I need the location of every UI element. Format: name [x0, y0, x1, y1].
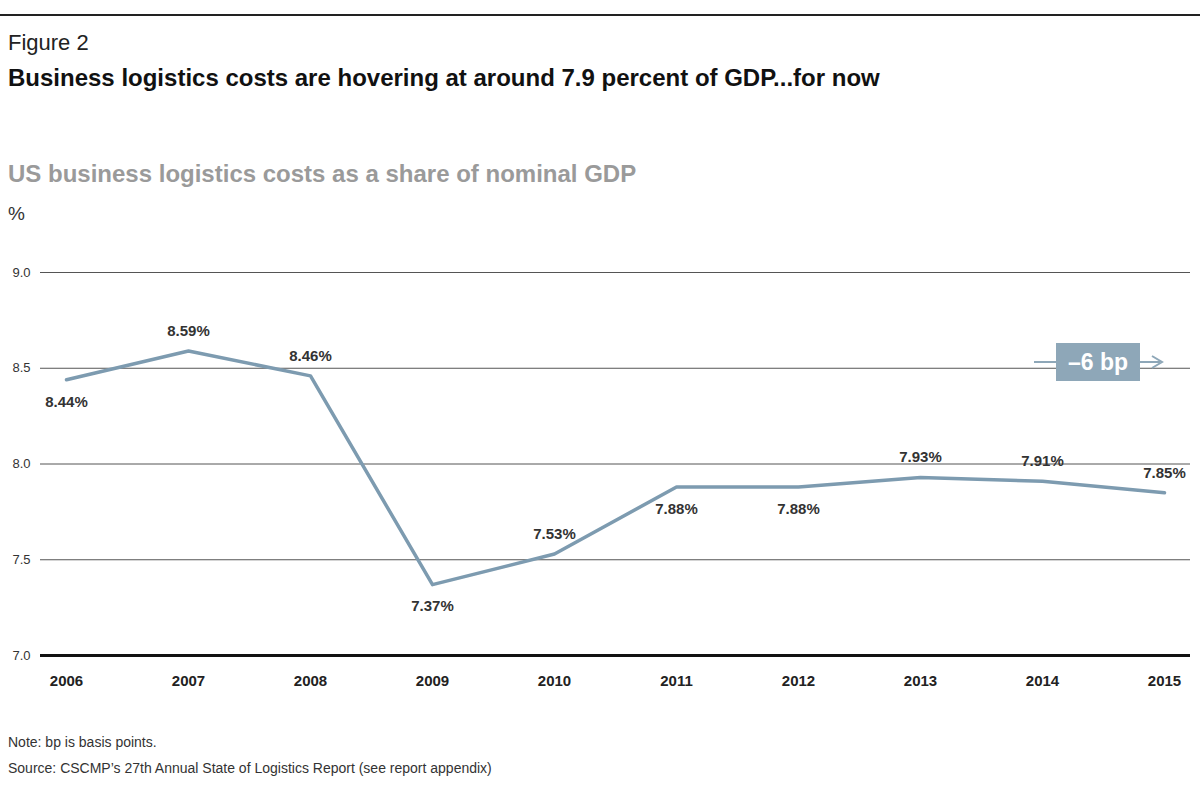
svg-text:7.85%: 7.85% — [1143, 464, 1186, 481]
html-text:US business logistics costs as: US business logistics costs as a share o… — [8, 160, 637, 187]
svg-text:7.88%: 7.88% — [777, 500, 820, 517]
svg-text:8.5: 8.5 — [12, 360, 30, 375]
svg-text:2012: 2012 — [782, 672, 815, 689]
svg-text:2011: 2011 — [660, 672, 693, 689]
svg-text:2015: 2015 — [1148, 672, 1181, 689]
html-text:Note: bp is basis points.: Note: bp is basis points. — [8, 734, 157, 750]
svg-text:7.93%: 7.93% — [899, 448, 942, 465]
svg-text:2007: 2007 — [172, 672, 205, 689]
svg-text:2010: 2010 — [538, 672, 571, 689]
html-text:Source: CSCMP’s 27th Annual St: Source: CSCMP’s 27th Annual State of Log… — [8, 760, 492, 776]
svg-text:2009: 2009 — [416, 672, 449, 689]
svg-text:7.88%: 7.88% — [655, 500, 698, 517]
svg-text:7.91%: 7.91% — [1021, 452, 1064, 469]
svg-text:7.5: 7.5 — [12, 552, 30, 567]
svg-text:7.0: 7.0 — [12, 648, 30, 663]
svg-text:8.44%: 8.44% — [45, 393, 88, 410]
svg-text:8.46%: 8.46% — [289, 347, 332, 364]
svg-text:2014: 2014 — [1026, 672, 1060, 689]
svg-text:7.53%: 7.53% — [533, 525, 576, 542]
html-text:Business logistics costs are h: Business logistics costs are hovering at… — [8, 64, 880, 91]
svg-text:7.37%: 7.37% — [411, 597, 454, 614]
svg-text:9.0: 9.0 — [12, 265, 30, 280]
svg-text:2008: 2008 — [294, 672, 327, 689]
svg-text:2006: 2006 — [50, 672, 83, 689]
svg-text:2013: 2013 — [904, 672, 937, 689]
html-text:Figure 2: Figure 2 — [8, 30, 89, 55]
svg-text:8.0: 8.0 — [12, 456, 30, 471]
svg-text:8.59%: 8.59% — [167, 322, 210, 339]
html-text:–6 bp: –6 bp — [1068, 349, 1128, 375]
